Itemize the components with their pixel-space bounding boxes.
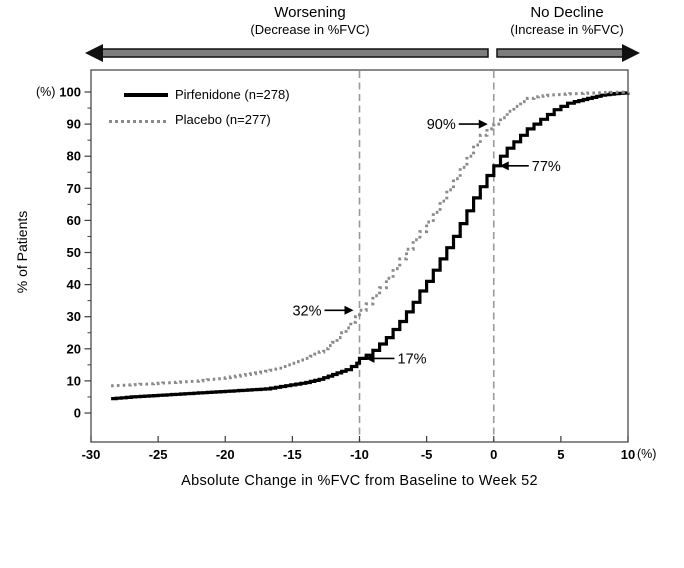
- annotation-label-90pct: 90%: [427, 117, 456, 133]
- y-tick-label: 70: [67, 181, 81, 196]
- y-tick-label: 10: [67, 373, 81, 388]
- y-tick-label: 20: [67, 341, 81, 356]
- series-pirfenidone: [111, 91, 630, 401]
- x-tick-label: -10: [350, 447, 369, 462]
- annotation-arrowhead-icon: [478, 119, 488, 129]
- y-tick-label: 90: [67, 117, 81, 132]
- y-tick-label: 40: [67, 277, 81, 292]
- legend-label-pirfenidone: Pirfenidone (n=278): [175, 87, 290, 102]
- worsening-arrow-shaft: [100, 48, 489, 58]
- x-tick-label: -30: [82, 447, 101, 462]
- x-tick-label: -20: [216, 447, 235, 462]
- series-placebo: [111, 90, 630, 388]
- no-decline-subtitle: (Increase in %FVC): [510, 22, 624, 37]
- worsening-arrowhead-icon: [85, 44, 103, 62]
- annotation-arrowhead-icon: [365, 353, 375, 363]
- annotation-arrowhead-icon: [499, 161, 509, 171]
- legend-swatch-placebo: [109, 120, 166, 123]
- y-tick-label: 30: [67, 309, 81, 324]
- worsening-subtitle: (Decrease in %FVC): [250, 22, 370, 37]
- x-tick-label: -5: [421, 447, 433, 462]
- annotation-label-17pct: 17%: [398, 351, 427, 367]
- y-tick-label: 0: [74, 406, 81, 421]
- x-axis-title: Absolute Change in %FVC from Baseline to…: [181, 473, 538, 489]
- legend-swatch-pirfenidone: [124, 93, 168, 97]
- annotation-arrowhead-icon: [344, 305, 354, 315]
- annotation-label-77pct: 77%: [532, 159, 561, 175]
- x-tick-label: -25: [149, 447, 168, 462]
- annotation-label-32pct: 32%: [292, 303, 321, 319]
- x-tick-label: -15: [283, 447, 302, 462]
- x-tick-label: 0: [490, 447, 497, 462]
- x-tick-label: 10: [621, 447, 635, 462]
- no-decline-title: No Decline: [530, 4, 604, 21]
- no-decline-arrow-shaft: [496, 48, 624, 58]
- y-tick-label: 80: [67, 149, 81, 164]
- no-decline-arrowhead-icon: [622, 44, 640, 62]
- legend-label-placebo: Placebo (n=277): [175, 112, 271, 127]
- y-tick-label: 50: [67, 245, 81, 260]
- y-tick-label: 100: [59, 85, 81, 100]
- worsening-title: Worsening: [274, 4, 346, 21]
- x-tick-label: 5: [557, 447, 564, 462]
- y-axis-unit-label: (%): [36, 85, 56, 99]
- y-tick-label: 60: [67, 213, 81, 228]
- x-axis-unit-label: (%): [637, 447, 657, 461]
